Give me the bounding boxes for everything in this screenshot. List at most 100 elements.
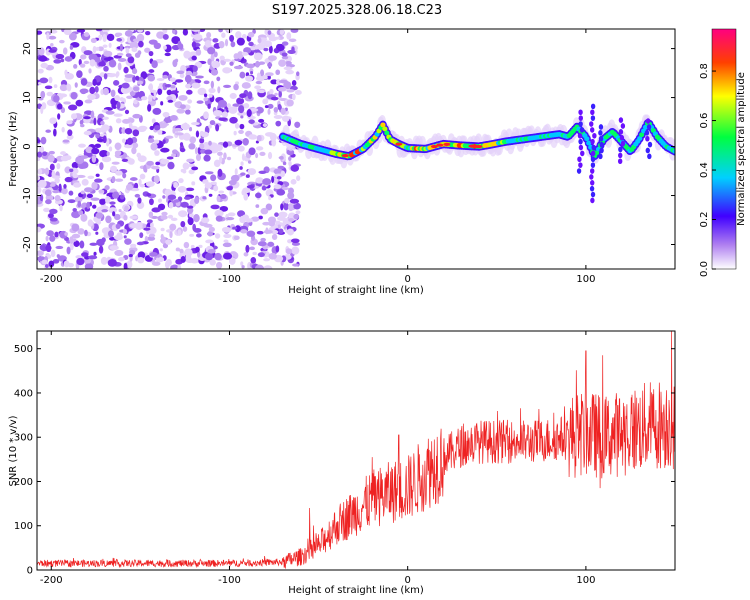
streak-blob [644, 130, 650, 136]
noise-blob [254, 45, 259, 50]
noise-blob [180, 220, 186, 228]
noise-blob [263, 40, 272, 48]
noise-blob [139, 183, 146, 188]
noise-blob [88, 53, 98, 62]
noise-blob [164, 188, 172, 197]
noise-blob [208, 193, 213, 197]
noise-blob [162, 34, 169, 40]
noise-blob [178, 178, 184, 184]
noise-blob [167, 161, 175, 170]
noise-blob [160, 227, 165, 232]
noise-blob [89, 86, 96, 95]
noise-blob [54, 195, 61, 202]
noise-blob [120, 86, 130, 94]
noise-blob [252, 251, 257, 256]
noise-blob [108, 59, 117, 68]
noise-blob [246, 184, 255, 189]
noise-blob [186, 158, 195, 163]
noise-blob [157, 198, 162, 203]
noise-blob [149, 89, 157, 93]
noise-blob [188, 126, 193, 132]
y-tick-label: 400 [14, 388, 33, 399]
noise-blob [260, 207, 269, 215]
noise-blob [53, 84, 58, 89]
noise-blob [43, 207, 51, 213]
noise-blob [87, 175, 95, 180]
noise-blob [219, 155, 223, 164]
noise-blob [229, 92, 237, 100]
noise-blob [132, 142, 139, 149]
y-tick-label: 300 [14, 433, 33, 444]
noise-blob [171, 36, 181, 45]
noise-blob [48, 35, 57, 40]
noise-blob [130, 243, 137, 248]
snr-y-label: SNR (10 * v/v) [8, 415, 19, 486]
noise-blob [187, 217, 194, 226]
noise-blob [95, 173, 100, 178]
noise-blob [179, 73, 185, 79]
noise-blob [226, 186, 233, 191]
noise-blob [170, 90, 179, 94]
streak-blob [590, 150, 596, 157]
noise-blob [90, 197, 100, 201]
noise-blob [147, 74, 156, 82]
x-tick-label: 0 [404, 575, 410, 586]
noise-blob [129, 249, 136, 256]
noise-blob [283, 202, 289, 211]
noise-blob [128, 253, 133, 258]
noise-blob [90, 37, 97, 44]
noise-blob [148, 69, 155, 73]
noise-blob [48, 49, 57, 53]
noise-blob [258, 170, 267, 174]
noise-blob [47, 154, 55, 163]
noise-blob [262, 98, 269, 105]
noise-blob [268, 45, 273, 54]
noise-blob [90, 110, 95, 119]
noise-blob [99, 162, 104, 170]
noise-blob [214, 233, 221, 239]
noise-blob [267, 30, 272, 35]
noise-blob [198, 244, 203, 248]
noise-blob [288, 38, 297, 43]
noise-blob [115, 170, 123, 176]
noise-blob [208, 226, 215, 233]
snr-frame [36, 330, 676, 571]
noise-blob [172, 29, 176, 35]
noise-blob [104, 185, 110, 191]
noise-blob [106, 151, 110, 156]
noise-blob [124, 127, 133, 135]
noise-blob [221, 32, 226, 38]
noise-blob [116, 38, 123, 42]
ridge-core [637, 136, 643, 141]
noise-blob [195, 130, 200, 138]
noise-blob [202, 196, 207, 200]
noise-blob [37, 168, 43, 175]
noise-blob [143, 164, 147, 173]
streak-blob [578, 109, 583, 116]
noise-blob [114, 249, 124, 257]
noise-blob [180, 123, 190, 131]
colorbar: 0.0 0.2 0.4 0.6 0.8 Normalized spectral ampl… [699, 28, 747, 277]
noise-blob [270, 96, 279, 101]
noise-blob [37, 139, 41, 143]
streak-blob [618, 146, 623, 153]
noise-blob [126, 95, 133, 100]
noise-blob [262, 221, 271, 226]
noise-blob [68, 190, 74, 196]
spectrogram-y-label: Frequency (Hz) [8, 111, 19, 187]
noise-blob [89, 242, 98, 246]
noise-blob [247, 160, 252, 164]
y-tick-label: 0 [22, 143, 33, 149]
noise-blob [119, 194, 125, 200]
noise-blob [276, 189, 286, 196]
noise-blob [265, 72, 274, 77]
noise-blob [69, 168, 74, 173]
noise-blob [191, 29, 201, 32]
noise-blob [262, 178, 272, 185]
noise-blob [49, 208, 58, 214]
noise-blob [96, 138, 104, 143]
noise-blob [99, 199, 106, 205]
noise-blob [148, 50, 154, 57]
noise-blob [214, 252, 222, 261]
noise-blob [167, 214, 174, 219]
